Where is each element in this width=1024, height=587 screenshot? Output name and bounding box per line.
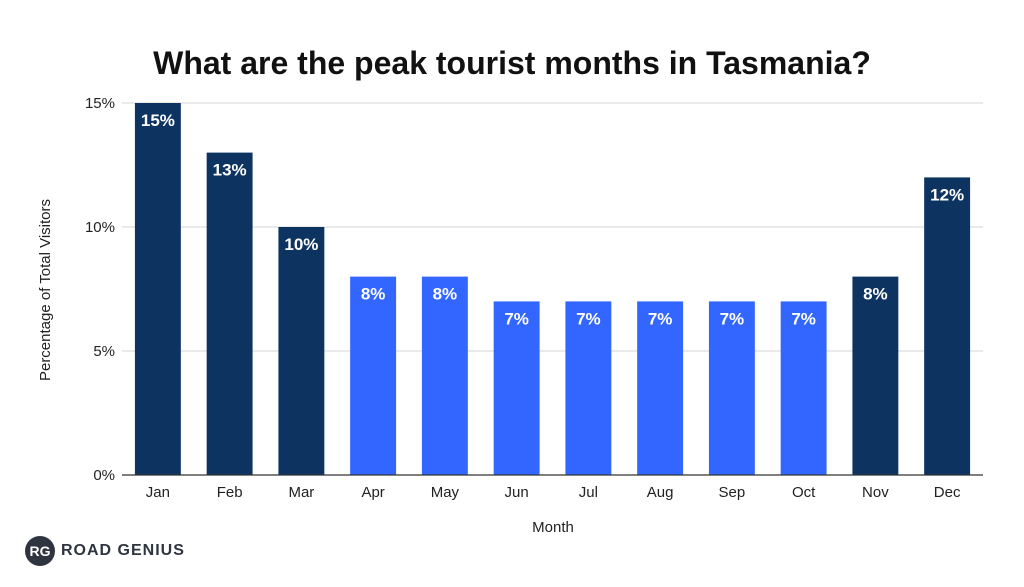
bar-value-label: 12% (930, 185, 964, 204)
bar-feb (206, 152, 253, 475)
brand-name: ROAD GENIUS (61, 542, 185, 559)
gridlines (122, 102, 983, 352)
x-axis-title: Month (532, 519, 574, 536)
bar-jul (565, 301, 612, 475)
y-tick-label: 15% (85, 95, 115, 112)
bar-mar (278, 227, 325, 475)
brand-badge-icon: RG (25, 536, 55, 566)
bar-may (421, 276, 468, 475)
bar-nov (852, 276, 899, 475)
bar-value-label: 7% (648, 309, 673, 328)
y-tick-label: 5% (93, 343, 115, 360)
y-tick-label: 10% (85, 219, 115, 236)
x-tick-label: May (431, 484, 460, 501)
chart-title: What are the peak tourist months in Tasm… (153, 45, 871, 81)
x-tick-label: Sep (719, 484, 746, 501)
x-tick-label: Mar (288, 484, 314, 501)
x-tick-label: Aug (647, 484, 674, 501)
bar-value-label: 13% (213, 161, 247, 180)
y-tick-label: 0% (93, 467, 115, 484)
x-tick-label: Jul (579, 484, 598, 501)
bar-jun (493, 301, 540, 475)
bar-value-label: 8% (361, 285, 386, 304)
bar-value-label: 7% (576, 309, 601, 328)
bar-apr (350, 276, 397, 475)
x-tick-label: Dec (934, 484, 961, 501)
bar-value-label: 8% (433, 285, 458, 304)
bar-value-label: 8% (863, 285, 888, 304)
bars (134, 103, 971, 475)
x-tick-label: Nov (862, 484, 889, 501)
bar-value-label: 7% (504, 309, 529, 328)
bar-value-label: 7% (720, 309, 745, 328)
bar-aug (637, 301, 684, 475)
x-axis-ticks: Jan Feb Mar Apr May Jun Jul Aug Sep Oct Nov Dec (146, 484, 961, 501)
x-tick-label: Apr (361, 484, 384, 501)
y-axis-title: Percentage of Total Visitors (37, 199, 54, 381)
bar-value-label: 15% (141, 111, 175, 130)
x-tick-label: Jun (505, 484, 529, 501)
bar-value-labels: 15% 13% 10% 8% 8% 7% 7% 7% 7% 7% 8% 12% (141, 111, 964, 328)
bar-value-label: 10% (284, 235, 318, 254)
bar-value-label: 7% (791, 309, 816, 328)
bar-jan (134, 103, 181, 475)
bar-oct (780, 301, 827, 475)
bar-sep (708, 301, 755, 475)
x-tick-label: Feb (217, 484, 243, 501)
bar-dec (924, 177, 971, 475)
y-axis-ticks: 0% 5% 10% 15% (85, 95, 115, 484)
brand-logo: RG ROAD GENIUS (25, 536, 185, 566)
x-tick-label: Jan (146, 484, 170, 501)
x-tick-label: Oct (792, 484, 816, 501)
